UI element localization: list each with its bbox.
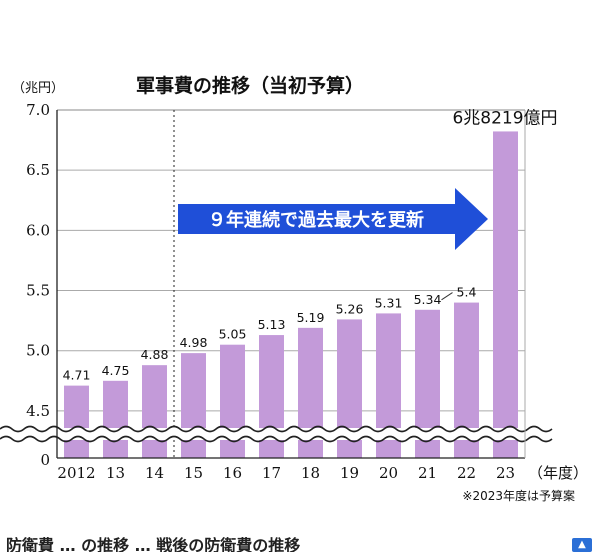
axis-break	[0, 425, 553, 443]
data-label: 5.4	[457, 285, 477, 300]
data-label: 5.19	[297, 310, 325, 325]
x-tick-label: 18	[301, 464, 320, 482]
x-tick-label: 22	[457, 464, 476, 482]
data-label: 4.88	[141, 347, 169, 362]
x-tick-labels: 2012 13 14 15 16 17 18 19 20 21 22 23	[57, 464, 515, 482]
x-tick-label: 2012	[57, 464, 95, 482]
data-label: 4.71	[63, 368, 91, 383]
x-tick-label: 15	[184, 464, 203, 482]
data-label: 4.75	[102, 363, 130, 378]
y-tick-label: 7.0	[26, 101, 50, 119]
chart: 軍事費の推移（当初予算） （兆円） 7.0 6.5 6.0 5.5 5.0 4.5 0 20…	[0, 74, 588, 503]
y-tick-labels: 7.0 6.5 6.0 5.5 5.0 4.5 0	[26, 101, 50, 469]
arrow-shape	[178, 188, 488, 250]
x-axis-unit-label: （年度）	[528, 464, 588, 482]
x-tick-label: 20	[379, 464, 398, 482]
x-tick-label: 17	[262, 464, 281, 482]
bars	[64, 131, 518, 458]
data-label: 4.98	[180, 335, 208, 350]
bar	[181, 353, 206, 458]
chart-title: 軍事費の推移（当初予算）	[136, 74, 364, 97]
x-tick-label: 14	[145, 464, 164, 482]
arrow-up-icon[interactable]: ▲	[572, 538, 592, 552]
y-tick-label: 0	[40, 451, 50, 469]
y-axis-unit-label: （兆円）	[12, 81, 64, 96]
label-connector	[441, 292, 453, 301]
data-label: 5.26	[336, 301, 364, 316]
footer-text: 防衛費 … の推移 … 戦後の防衛費の推移	[6, 536, 301, 552]
x-tick-label: 21	[418, 464, 437, 482]
y-tick-label: 4.5	[26, 402, 50, 420]
data-label: 5.34	[414, 292, 442, 307]
data-label: 6兆8219億円	[452, 108, 557, 128]
x-tick-label: 19	[340, 464, 359, 482]
y-tick-label: 5.0	[26, 342, 50, 360]
data-label: 5.05	[219, 327, 247, 342]
arrow-callout: ９年連続で過去最大を更新	[178, 188, 488, 250]
x-tick-label: 23	[496, 464, 515, 482]
bar	[103, 380, 128, 458]
bar	[64, 385, 89, 458]
data-labels: 4.71 4.75 4.88 4.98 5.05 5.13 5.19 5.26 5.31 5.34…	[63, 108, 558, 382]
bar	[142, 365, 167, 458]
footnote: ※2023年度は予算案	[462, 488, 575, 503]
x-tick-label: 16	[223, 464, 242, 482]
data-label: 5.31	[375, 295, 403, 310]
y-tick-label: 6.5	[26, 161, 50, 179]
axes	[56, 110, 526, 459]
break-wave-top	[0, 425, 553, 433]
y-tick-label: 5.5	[26, 282, 50, 300]
data-label: 5.13	[258, 317, 286, 332]
x-tick-label: 13	[106, 464, 125, 482]
footer-strip: 防衛費 … の推移 … 戦後の防衛費の推移 ▲	[0, 536, 595, 552]
break-wave-bottom	[0, 435, 553, 443]
bar	[493, 131, 518, 458]
arrow-text: ９年連続で過去最大を更新	[208, 209, 424, 231]
y-tick-label: 6.0	[26, 221, 50, 239]
